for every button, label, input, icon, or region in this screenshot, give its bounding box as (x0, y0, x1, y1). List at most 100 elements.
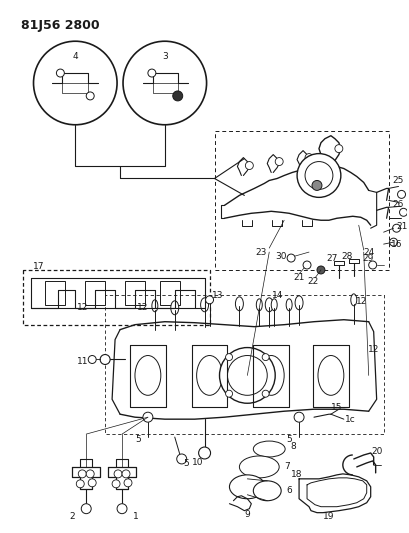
Circle shape (335, 144, 343, 152)
Text: 11: 11 (76, 357, 88, 366)
Circle shape (88, 479, 96, 487)
Ellipse shape (70, 84, 86, 94)
Ellipse shape (351, 294, 357, 306)
Circle shape (400, 208, 407, 216)
Ellipse shape (253, 481, 281, 500)
Circle shape (305, 161, 333, 189)
Text: 22: 22 (308, 277, 319, 286)
Ellipse shape (171, 301, 179, 315)
Text: 14: 14 (272, 292, 283, 300)
Circle shape (287, 254, 295, 262)
Ellipse shape (239, 456, 279, 478)
Circle shape (317, 266, 325, 274)
Circle shape (199, 447, 211, 459)
Circle shape (114, 470, 122, 478)
Circle shape (390, 238, 398, 246)
Ellipse shape (229, 475, 265, 499)
Circle shape (173, 91, 183, 101)
Circle shape (112, 480, 120, 488)
Circle shape (303, 261, 311, 269)
Circle shape (275, 158, 283, 166)
Text: 12: 12 (137, 303, 148, 312)
Text: 28: 28 (341, 252, 353, 261)
Text: 25: 25 (393, 176, 404, 185)
Text: 29: 29 (362, 254, 373, 263)
Ellipse shape (256, 299, 262, 311)
Text: 18: 18 (291, 470, 303, 479)
Text: 2: 2 (70, 512, 75, 521)
Circle shape (86, 92, 94, 100)
Circle shape (206, 296, 213, 304)
Circle shape (262, 390, 269, 397)
Ellipse shape (258, 356, 284, 395)
Circle shape (312, 181, 322, 190)
Ellipse shape (286, 299, 292, 311)
Text: 5: 5 (183, 459, 189, 469)
Text: 13: 13 (212, 292, 223, 300)
Circle shape (76, 480, 84, 488)
Text: 8: 8 (290, 441, 296, 450)
Text: 6: 6 (286, 486, 292, 495)
Text: 3: 3 (162, 52, 168, 61)
Circle shape (369, 261, 377, 269)
Text: 17: 17 (33, 262, 44, 271)
Circle shape (81, 504, 91, 514)
Text: 30: 30 (275, 252, 287, 261)
Ellipse shape (227, 356, 267, 395)
Text: 15: 15 (331, 403, 343, 411)
Text: 12: 12 (76, 303, 88, 312)
Circle shape (398, 190, 405, 198)
Circle shape (86, 470, 94, 478)
Text: 4: 4 (72, 52, 78, 61)
Text: 26: 26 (393, 200, 404, 209)
Circle shape (123, 41, 207, 125)
Bar (125, 281, 145, 305)
Circle shape (56, 69, 64, 77)
Bar (215, 131, 389, 270)
Bar (160, 281, 180, 305)
Circle shape (148, 69, 156, 77)
Circle shape (305, 154, 313, 161)
Ellipse shape (220, 348, 275, 403)
Ellipse shape (236, 297, 243, 311)
Text: 5: 5 (135, 434, 141, 443)
Ellipse shape (197, 356, 222, 395)
Circle shape (100, 354, 110, 365)
Text: 16: 16 (391, 240, 402, 248)
Circle shape (226, 353, 233, 361)
Text: 24: 24 (363, 247, 374, 256)
Circle shape (124, 479, 132, 487)
Circle shape (78, 470, 86, 478)
Text: 10: 10 (192, 458, 203, 467)
Circle shape (226, 390, 233, 397)
Text: 20: 20 (371, 447, 382, 456)
Text: 12: 12 (356, 297, 367, 306)
Circle shape (117, 504, 127, 514)
Circle shape (294, 412, 304, 422)
Text: 7: 7 (284, 463, 290, 471)
Circle shape (143, 412, 153, 422)
Ellipse shape (295, 296, 303, 310)
Text: 21: 21 (397, 222, 408, 231)
Ellipse shape (265, 298, 273, 312)
Text: 21: 21 (293, 273, 305, 282)
Circle shape (262, 353, 269, 361)
Text: 19: 19 (323, 512, 335, 521)
Ellipse shape (271, 299, 277, 311)
Text: 1c: 1c (346, 415, 356, 424)
Ellipse shape (200, 298, 209, 312)
Text: 9: 9 (245, 510, 250, 519)
Circle shape (122, 470, 130, 478)
Ellipse shape (135, 356, 161, 395)
Bar (45, 281, 65, 305)
Text: 1: 1 (133, 512, 139, 521)
Ellipse shape (160, 84, 176, 94)
Circle shape (34, 41, 117, 125)
Circle shape (297, 154, 341, 197)
Ellipse shape (152, 300, 158, 312)
Text: 27: 27 (326, 254, 337, 263)
Circle shape (177, 454, 187, 464)
Text: 81J56 2800: 81J56 2800 (20, 19, 99, 33)
Text: 12: 12 (368, 345, 380, 354)
Circle shape (245, 161, 253, 169)
